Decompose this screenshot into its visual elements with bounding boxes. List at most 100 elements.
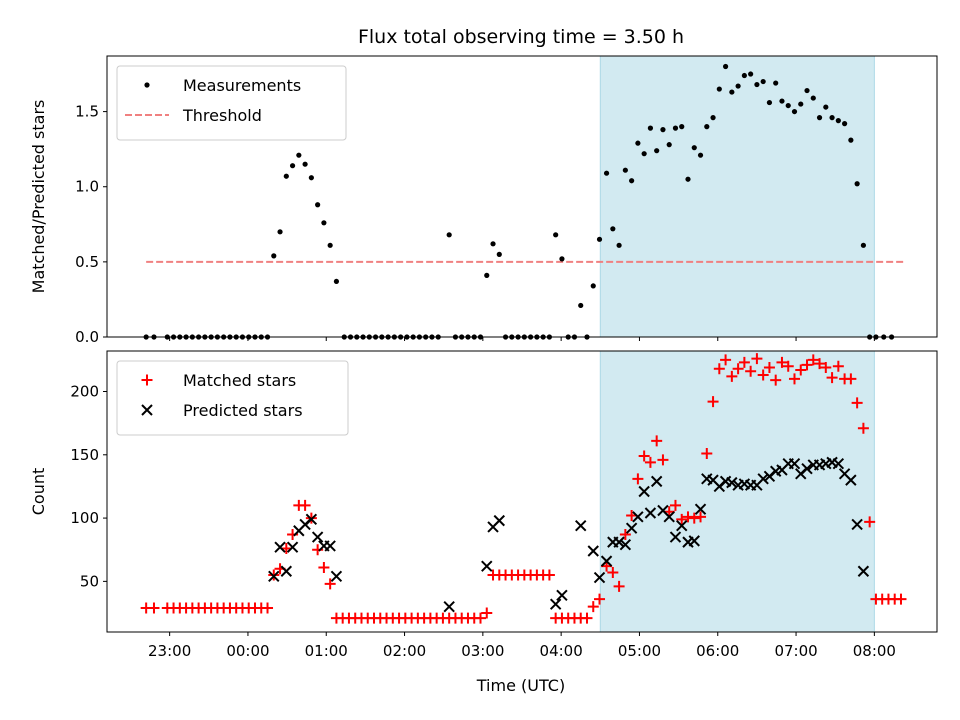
- x-tick-label: 03:00: [461, 642, 504, 660]
- data-point: [496, 251, 502, 257]
- data-point: [745, 365, 757, 377]
- x-axis-label: Time (UTC): [476, 676, 565, 695]
- data-point: [543, 569, 555, 581]
- data-point: [738, 356, 750, 368]
- data-point: [299, 499, 311, 511]
- data-point: [791, 108, 798, 115]
- data-point: [748, 71, 754, 77]
- data-point: [286, 541, 299, 553]
- data-point: [644, 456, 656, 468]
- plot-frame: [106, 350, 938, 633]
- data-point: [722, 63, 729, 70]
- data-point: [327, 242, 333, 248]
- x-tick-label: 01:00: [305, 642, 348, 660]
- data-point: [475, 612, 486, 624]
- data-point: [851, 397, 863, 409]
- data-point: [864, 516, 876, 528]
- data-point: [845, 474, 857, 486]
- x-tick-label: 23:00: [148, 642, 191, 660]
- x-tick-label: 04:00: [540, 642, 583, 660]
- data-point: [801, 359, 813, 371]
- data-point: [685, 176, 691, 182]
- data-point: [763, 361, 775, 373]
- data-point: [776, 356, 788, 368]
- data-point: [688, 512, 700, 524]
- legend-marker: [144, 82, 150, 88]
- data-point: [629, 178, 635, 184]
- data-point: [757, 473, 769, 485]
- data-point: [707, 396, 719, 408]
- data-point: [324, 578, 336, 590]
- data-point: [857, 422, 869, 434]
- data-point: [311, 531, 324, 543]
- data-point: [694, 503, 707, 515]
- data-point: [613, 536, 625, 548]
- figure-title: Flux total observing time = 3.50 h: [358, 26, 684, 48]
- data-point: [757, 369, 769, 381]
- data-point: [704, 124, 710, 130]
- legend-box: [116, 360, 349, 436]
- series-1: [268, 456, 870, 613]
- y-axis-label: Count: [29, 468, 48, 516]
- data-point: [760, 78, 766, 85]
- bottom-panel: 50 100 150 200 23:00 00:00 01:00 02:00 03:00 04:0…: [29, 350, 938, 660]
- data-point: [788, 373, 800, 385]
- data-point: [324, 540, 336, 552]
- data-point: [854, 181, 860, 187]
- data-point: [481, 607, 493, 619]
- data-point: [296, 152, 302, 158]
- data-point: [581, 612, 593, 624]
- data-point: [857, 565, 870, 577]
- data-point: [741, 72, 747, 79]
- x-tick-label: 02:00: [383, 642, 426, 660]
- top-panel: 0.0 0.5 1.0 1.5 Matched/Predicted stars Measu…: [29, 55, 938, 346]
- data-point: [590, 283, 596, 289]
- data-point: [619, 529, 631, 541]
- y-tick-label: 150: [70, 446, 99, 464]
- data-point: [851, 518, 863, 531]
- data-point: [274, 541, 286, 553]
- data-point: [596, 236, 603, 242]
- data-point: [446, 232, 452, 238]
- data-point: [587, 601, 599, 613]
- data-point: [826, 372, 838, 384]
- data-point: [751, 353, 763, 365]
- data-point: [638, 485, 650, 498]
- data-point: [302, 161, 308, 167]
- data-point: [676, 513, 688, 525]
- data-point: [716, 86, 722, 92]
- data-point: [835, 118, 841, 124]
- data-point: [593, 571, 606, 584]
- data-point: [782, 360, 794, 372]
- data-point: [820, 361, 832, 373]
- x-tick-label: 00:00: [226, 642, 269, 660]
- data-point: [801, 463, 813, 475]
- data-point: [600, 555, 613, 567]
- data-point: [305, 513, 318, 526]
- data-point: [785, 102, 791, 109]
- data-point: [443, 600, 455, 613]
- data-point: [672, 125, 679, 131]
- y-tick-label: 0.5: [75, 253, 99, 271]
- data-point: [663, 511, 675, 523]
- x-tick-label: 08:00: [853, 642, 896, 660]
- data-point: [644, 507, 657, 519]
- data-point: [766, 99, 773, 106]
- data-point: [807, 354, 819, 366]
- y-tick-label: 200: [70, 383, 99, 401]
- data-point: [732, 363, 744, 375]
- data-point: [816, 115, 823, 121]
- data-point: [553, 232, 559, 238]
- data-point: [832, 360, 844, 372]
- data-point: [779, 98, 785, 104]
- x-tick-label: 07:00: [774, 642, 817, 660]
- data-point: [650, 475, 663, 488]
- data-point: [697, 152, 704, 158]
- data-point: [679, 124, 685, 130]
- x-tick-label: 05:00: [618, 642, 661, 660]
- data-point: [315, 202, 321, 208]
- data-point: [277, 229, 283, 235]
- data-point: [578, 302, 584, 309]
- data-point: [280, 565, 293, 577]
